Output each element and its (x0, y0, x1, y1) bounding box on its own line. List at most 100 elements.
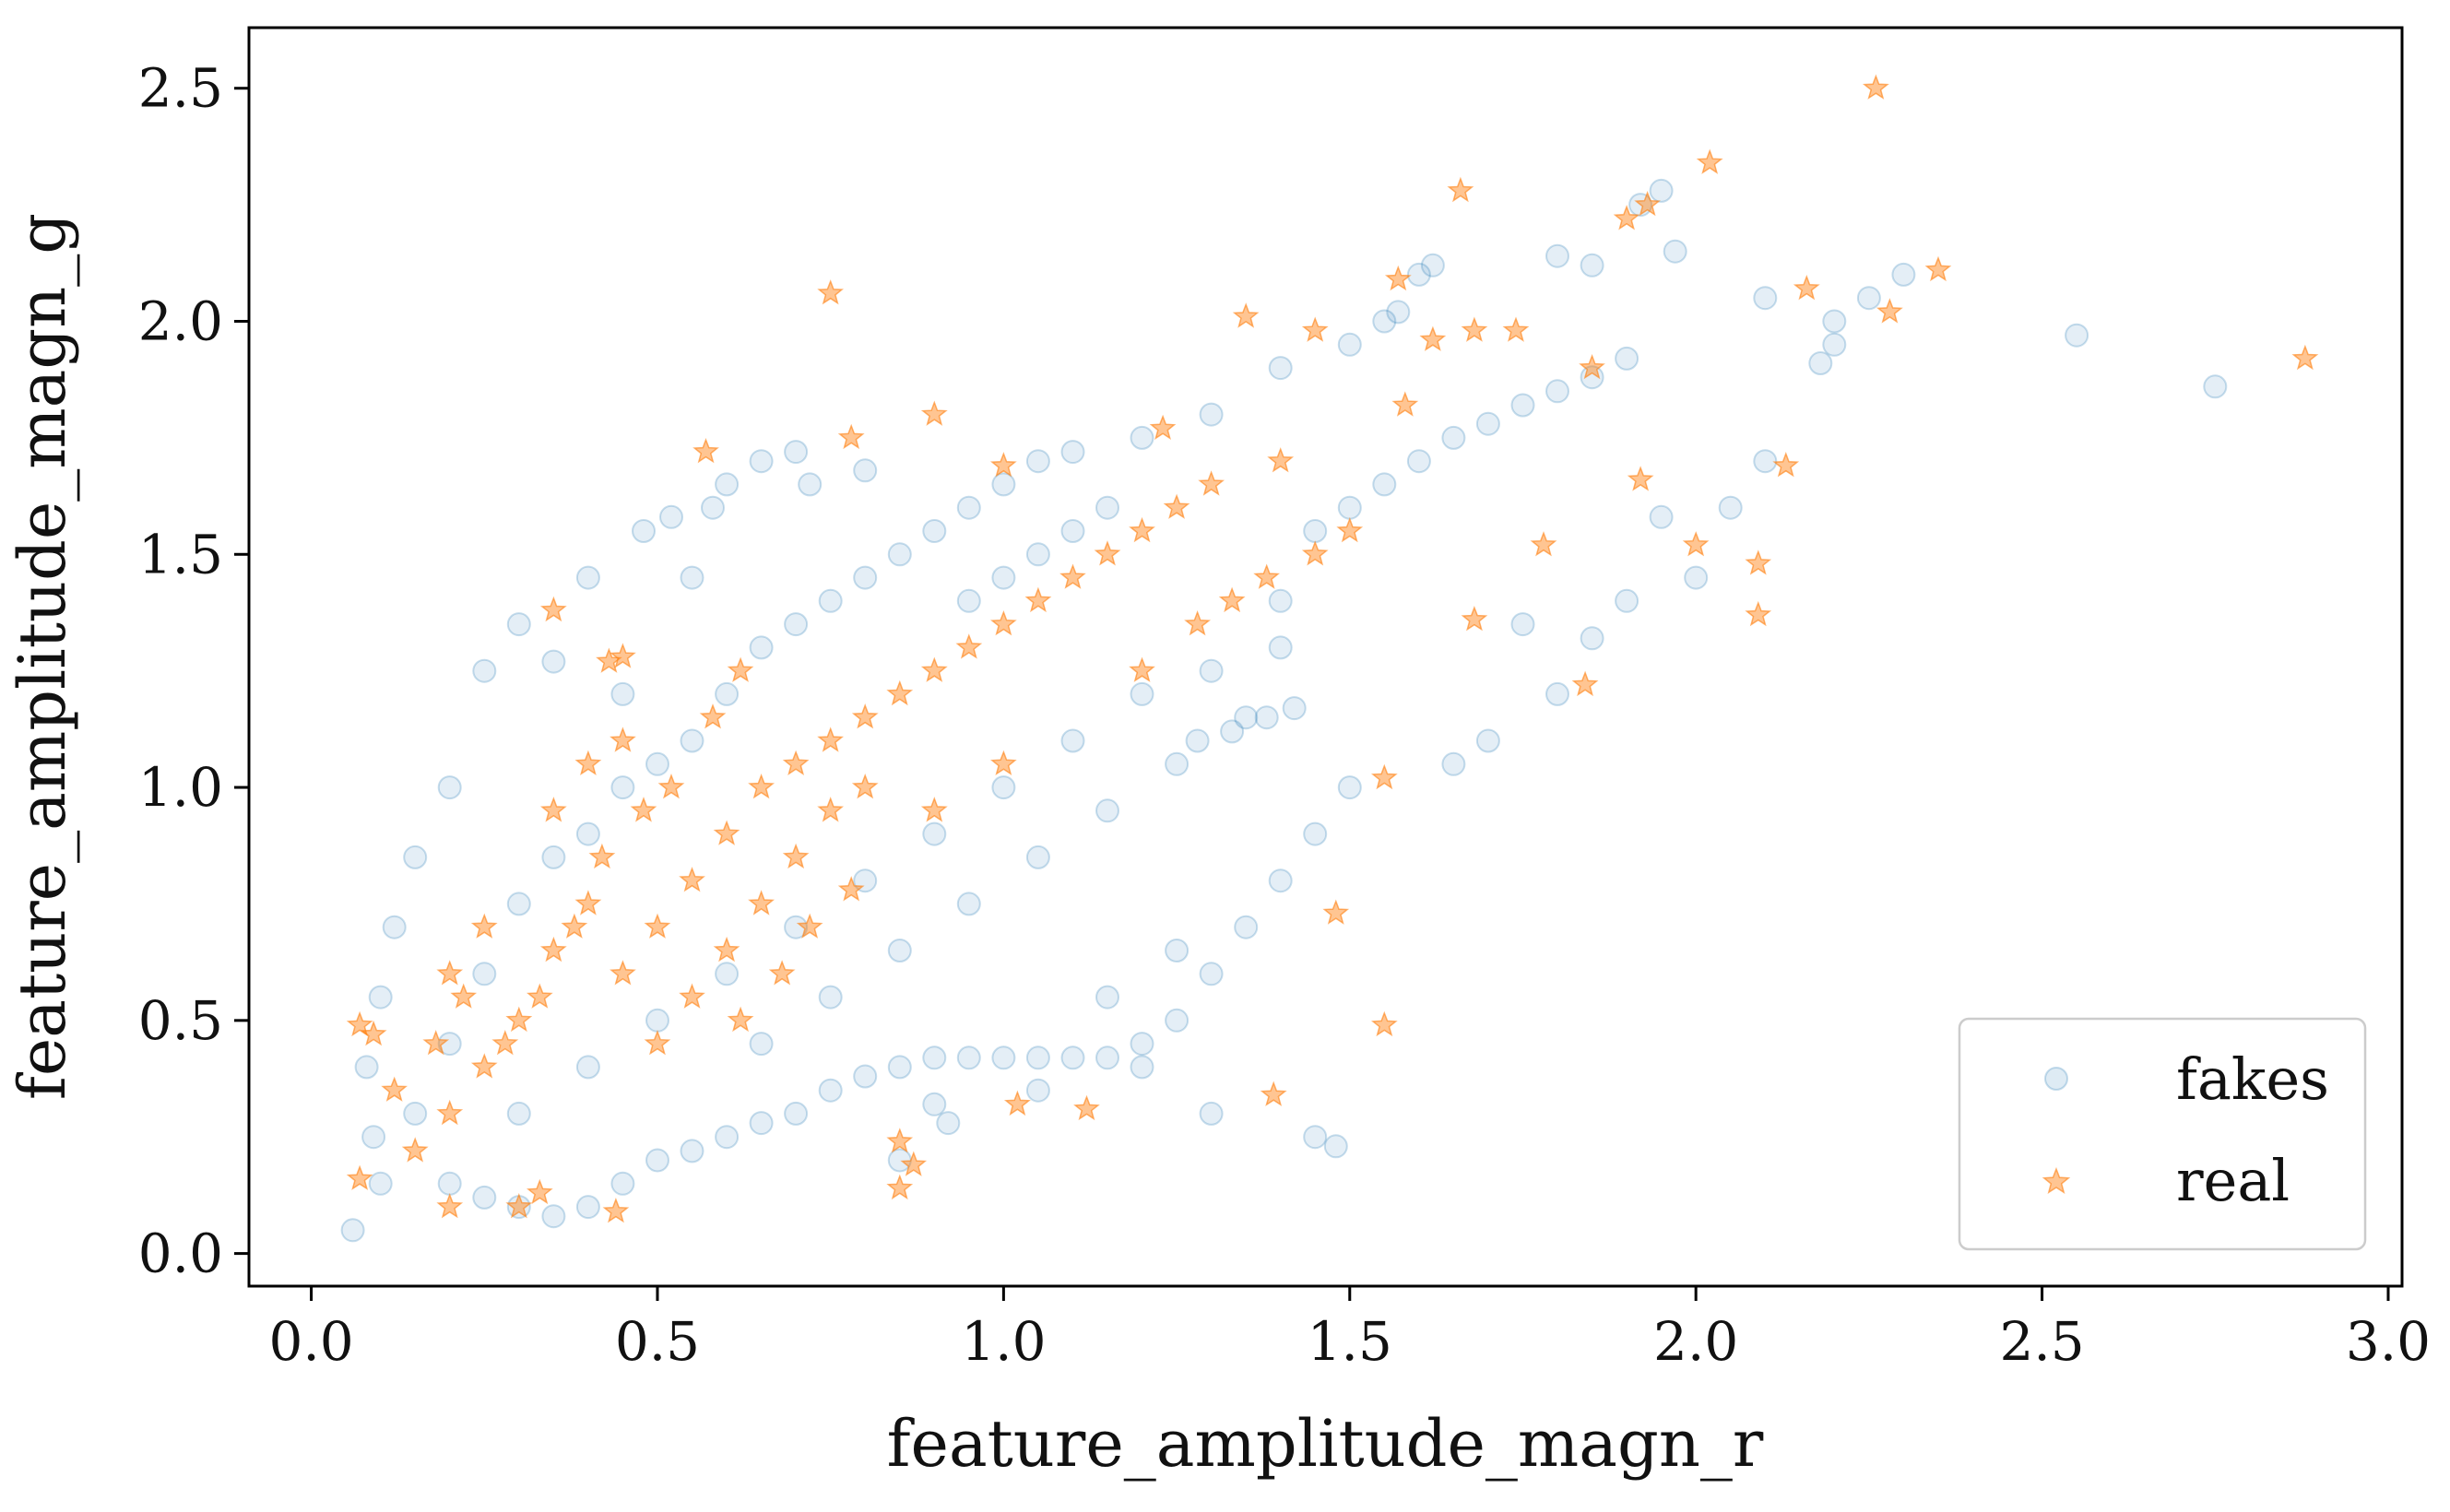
real-point (727, 656, 754, 682)
fakes-point (575, 821, 600, 846)
fakes-point (506, 612, 531, 637)
fakes-point (1663, 239, 1687, 264)
real-point (1745, 549, 1772, 575)
fakes-point (1060, 1045, 1085, 1070)
real-point (1003, 1090, 1031, 1116)
fakes-point (541, 1204, 566, 1229)
fakes-point (936, 1111, 961, 1136)
real-point (1024, 586, 1052, 613)
real-point (920, 656, 948, 682)
real-point (886, 1128, 914, 1153)
fakes-point (1420, 253, 1445, 278)
real-point (610, 960, 636, 986)
fakes-point (1323, 1134, 1348, 1159)
fakes-point (956, 892, 981, 916)
fakes-point (1891, 262, 1916, 287)
real-point (1613, 205, 1640, 230)
real-point (644, 913, 671, 939)
x-tick-label: 1.5 (1308, 1310, 1392, 1373)
real-point (1260, 1081, 1287, 1106)
real-point (1218, 586, 1246, 613)
fakes-point (991, 775, 1016, 800)
real-point (1073, 1094, 1100, 1121)
real-point (1696, 148, 1723, 174)
real-point (491, 1029, 519, 1056)
fakes-point (1268, 868, 1293, 893)
fakes-point (1268, 588, 1293, 613)
fakes-point (1580, 253, 1604, 278)
fakes-point (853, 458, 878, 483)
y-tick-label: 0.5 (138, 989, 223, 1052)
fakes-point (956, 495, 981, 520)
fakes-point (645, 751, 669, 776)
real-point (1370, 763, 1398, 790)
fakes-point (1025, 845, 1050, 869)
real-point (602, 1197, 630, 1223)
real-point (539, 596, 567, 622)
fakes-point (1406, 449, 1431, 474)
real-point (1301, 540, 1329, 566)
x-tick-label: 0.5 (615, 1310, 700, 1373)
y-tick-label: 1.0 (138, 756, 223, 819)
fakes-point (749, 635, 774, 660)
fakes-point (1856, 286, 1881, 311)
real-point (381, 1076, 408, 1102)
fakes-point (887, 542, 912, 567)
real-point (1059, 563, 1086, 589)
real-point (886, 1174, 914, 1200)
real-point (346, 1010, 373, 1037)
real-point (1634, 190, 1662, 217)
real-point (1862, 74, 1889, 100)
real-point (1447, 176, 1474, 203)
real-point (436, 1099, 464, 1126)
fakes-point (818, 985, 843, 1010)
fakes-point (991, 565, 1016, 590)
fakes-point (368, 1171, 393, 1196)
real-point (817, 797, 845, 822)
real-point (657, 773, 685, 799)
real-point (574, 890, 602, 915)
fakes-point (853, 565, 878, 590)
fakes-point (1234, 705, 1259, 730)
fakes-point (922, 1045, 947, 1070)
fakes-point (382, 915, 407, 939)
fakes-point (1649, 178, 1674, 203)
real-point (610, 643, 636, 668)
fakes-point (1130, 425, 1154, 450)
x-tick-label: 2.0 (1653, 1310, 1738, 1373)
real-point (610, 726, 636, 752)
real-point (1793, 274, 1820, 301)
fakes-point (340, 1218, 365, 1243)
fakes-point (1822, 309, 1847, 334)
fakes-point (1303, 821, 1328, 846)
real-point (346, 1164, 373, 1190)
real-point (1129, 656, 1155, 682)
fakes-point (1220, 719, 1245, 744)
fakes-point (541, 649, 566, 674)
real-point (796, 913, 823, 939)
fakes-point (1165, 1008, 1189, 1033)
fakes-point (1822, 332, 1847, 357)
real-point (679, 983, 705, 1009)
fakes-point (956, 588, 981, 613)
fakes-point (1615, 346, 1639, 371)
fakes-point (1753, 286, 1778, 311)
real-point (1129, 516, 1155, 543)
real-point (574, 750, 602, 776)
real-point (990, 750, 1017, 776)
legend-real-label: real (2176, 1147, 2290, 1214)
fakes-point (2065, 323, 2089, 348)
fakes-point (715, 962, 740, 986)
fakes-point (853, 1064, 878, 1089)
real-point (422, 1029, 450, 1056)
real-point (1876, 298, 1903, 324)
fakes-point (818, 588, 843, 613)
real-point (837, 423, 865, 450)
fakes-point (1337, 495, 1362, 520)
plot-frame (247, 26, 2404, 1288)
fakes-point (1199, 1101, 1224, 1126)
fakes-point (506, 1101, 531, 1126)
fakes-series (340, 178, 2228, 1243)
fakes-point (715, 472, 740, 497)
fakes-point (575, 1195, 600, 1220)
